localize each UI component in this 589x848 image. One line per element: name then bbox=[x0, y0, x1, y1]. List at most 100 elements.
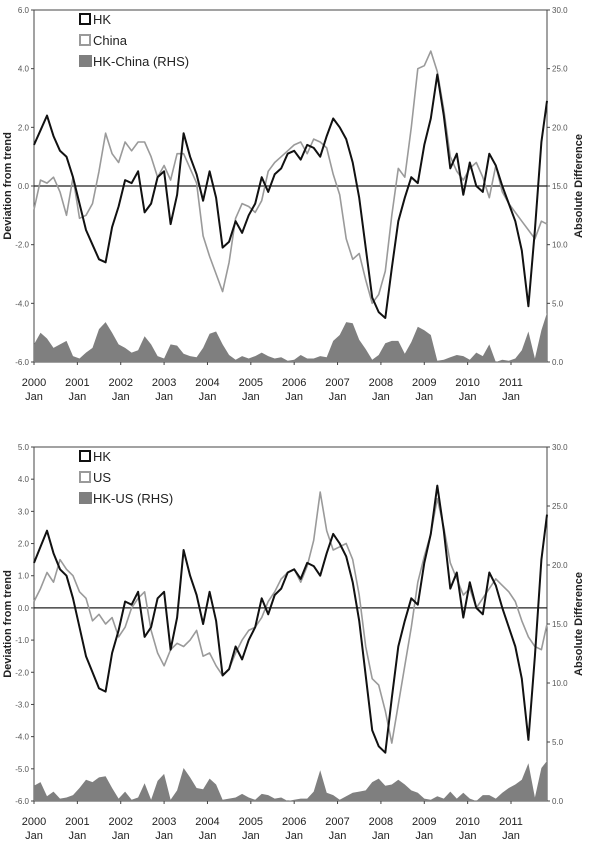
y-tick-label: 4.0 bbox=[18, 65, 30, 74]
y2-tick-label: 30.0 bbox=[552, 6, 568, 15]
y-tick-label: -2.0 bbox=[15, 241, 29, 250]
y-axis-title: Deviation from trend bbox=[2, 570, 14, 678]
x-tick-year: 2011 bbox=[499, 816, 523, 828]
y-tick-label: -2.0 bbox=[15, 668, 29, 677]
y2-tick-label: 20.0 bbox=[552, 123, 568, 132]
y2-axis-title: Absolute Difference bbox=[573, 572, 585, 676]
x-tick-month: Jan bbox=[459, 830, 477, 842]
y2-tick-label: 15.0 bbox=[552, 620, 568, 629]
x-tick-year: 2004 bbox=[195, 377, 219, 389]
x-tick-month: Jan bbox=[372, 391, 390, 403]
y2-tick-label: 25.0 bbox=[552, 502, 568, 511]
y2-tick-label: 5.0 bbox=[552, 738, 564, 747]
x-tick-month: Jan bbox=[502, 391, 520, 403]
y-tick-label: -3.0 bbox=[15, 700, 29, 709]
x-tick-month: Jan bbox=[68, 830, 86, 842]
y-axis-title: Deviation from trend bbox=[2, 132, 14, 240]
y2-tick-label: 10.0 bbox=[552, 679, 568, 688]
y2-tick-label: 25.0 bbox=[552, 65, 568, 74]
x-tick-month: Jan bbox=[459, 391, 477, 403]
x-tick-month: Jan bbox=[112, 830, 130, 842]
legend: HK US HK-US (RHS) bbox=[79, 449, 173, 506]
legend-label: HK bbox=[93, 12, 111, 27]
x-tick-month: Jan bbox=[199, 830, 217, 842]
x-tick-month: Jan bbox=[285, 830, 303, 842]
x-tick-month: Jan bbox=[329, 830, 347, 842]
y-tick-label: -5.0 bbox=[15, 765, 29, 774]
x-tick-year: 2004 bbox=[195, 816, 219, 828]
x-tick-year: 2001 bbox=[65, 816, 89, 828]
x-tick-year: 2005 bbox=[239, 377, 263, 389]
y-tick-label: -6.0 bbox=[15, 797, 29, 806]
x-tick-year: 2002 bbox=[108, 816, 132, 828]
x-tick-month: Jan bbox=[372, 830, 390, 842]
legend-label: US bbox=[93, 470, 111, 485]
y2-tick-label: 30.0 bbox=[552, 443, 568, 452]
x-tick-year: 2008 bbox=[369, 816, 393, 828]
legend-label: HK-China (RHS) bbox=[93, 54, 189, 69]
y-tick-label: -4.0 bbox=[15, 733, 29, 742]
chart-2: 5.0 4.0 3.0 2.0 1.0 0.0 -1.0 -2.0 -3.0 -4.0 -5.0 -6… bbox=[2, 443, 585, 842]
x-tick-month: Jan bbox=[502, 830, 520, 842]
x-tick-month: Jan bbox=[329, 391, 347, 403]
x-tick-year: 2010 bbox=[455, 377, 479, 389]
x-tick-year: 2003 bbox=[152, 816, 176, 828]
x-tick-month: Jan bbox=[285, 391, 303, 403]
x-tick-year: 2000 bbox=[22, 816, 46, 828]
series-line-1 bbox=[33, 50, 548, 305]
x-tick-month: Jan bbox=[112, 391, 130, 403]
y-tick-label: 5.0 bbox=[18, 443, 30, 452]
x-tick-month: Jan bbox=[155, 391, 173, 403]
chart-1: 6.0 4.0 2.0 0.0 -2.0 -4.0 -6.0 30.0 25.0 20.0 15.0… bbox=[2, 6, 585, 403]
series-area-2 bbox=[34, 760, 547, 801]
series-area-2 bbox=[34, 312, 547, 362]
x-tick-year: 2000 bbox=[22, 377, 46, 389]
legend-swatch bbox=[79, 450, 91, 462]
legend-swatch bbox=[79, 471, 91, 483]
legend: HK China HK-China (RHS) bbox=[79, 12, 189, 69]
x-tick-month: Jan bbox=[415, 830, 433, 842]
x-tick-month: Jan bbox=[25, 830, 43, 842]
legend-swatch bbox=[79, 13, 91, 25]
x-tick-year: 2010 bbox=[455, 816, 479, 828]
legend-swatch bbox=[79, 55, 92, 67]
x-tick-year: 2007 bbox=[325, 377, 349, 389]
y2-tick-label: 0.0 bbox=[552, 797, 564, 806]
y-tick-label: 2.0 bbox=[18, 123, 30, 132]
y-tick-label: -4.0 bbox=[15, 299, 29, 308]
x-tick-month: Jan bbox=[415, 391, 433, 403]
x-tick-year: 2011 bbox=[499, 377, 523, 389]
legend-swatch bbox=[79, 34, 91, 46]
x-tick-year: 2003 bbox=[152, 377, 176, 389]
y2-tick-label: 15.0 bbox=[552, 182, 568, 191]
y-tick-label: -1.0 bbox=[15, 636, 29, 645]
x-tick-year: 2006 bbox=[282, 816, 306, 828]
series-line-1 bbox=[33, 491, 548, 744]
x-tick-month: Jan bbox=[199, 391, 217, 403]
y-tick-label: 3.0 bbox=[18, 507, 30, 516]
x-tick-year: 2001 bbox=[65, 377, 89, 389]
y2-tick-label: 10.0 bbox=[552, 241, 568, 250]
series-line-0 bbox=[33, 73, 548, 319]
legend-label: HK-US (RHS) bbox=[93, 491, 173, 506]
y2-tick-label: 5.0 bbox=[552, 299, 564, 308]
y-tick-label: -6.0 bbox=[15, 358, 29, 367]
y2-tick-label: 20.0 bbox=[552, 561, 568, 570]
x-tick-year: 2005 bbox=[239, 816, 263, 828]
x-tick-month: Jan bbox=[242, 830, 260, 842]
legend-swatch bbox=[79, 492, 92, 504]
x-tick-year: 2002 bbox=[108, 377, 132, 389]
y-tick-label: 4.0 bbox=[18, 475, 30, 484]
y-tick-label: 6.0 bbox=[18, 6, 30, 15]
x-tick-year: 2009 bbox=[412, 816, 436, 828]
y-tick-label: 0.0 bbox=[18, 182, 30, 191]
legend-label: China bbox=[93, 33, 128, 48]
series-line-0 bbox=[33, 484, 548, 754]
x-tick-year: 2009 bbox=[412, 377, 436, 389]
x-tick-year: 2006 bbox=[282, 377, 306, 389]
x-tick-month: Jan bbox=[242, 391, 260, 403]
y-tick-label: 1.0 bbox=[18, 572, 30, 581]
y2-axis-title: Absolute Difference bbox=[573, 134, 585, 238]
x-tick-year: 2007 bbox=[325, 816, 349, 828]
